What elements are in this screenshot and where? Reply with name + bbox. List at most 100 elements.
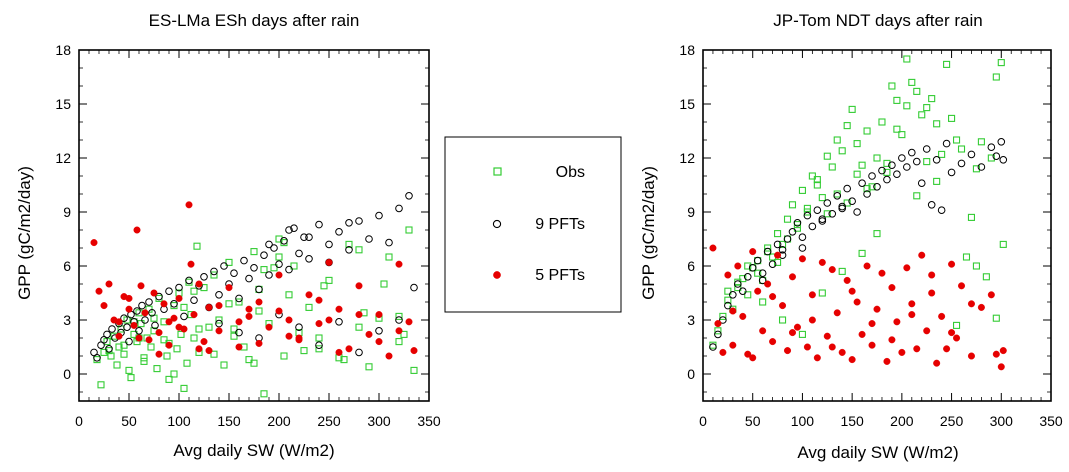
data-point-filled-circle	[863, 262, 871, 270]
legend: Obs 9 PFTs 5 PFTs	[444, 136, 622, 313]
data-point-square	[127, 374, 135, 382]
data-point-filled-circle	[195, 280, 203, 288]
axis-ticks: 0 50 100 150 200 250 300 350 0 3 6 9 12 15 18	[679, 42, 1062, 429]
data-point-open-circle	[365, 235, 373, 243]
data-point-filled-circle	[724, 271, 732, 279]
x-tick-label: 100	[167, 413, 191, 429]
data-point-filled-circle	[405, 318, 413, 326]
data-point-filled-circle	[125, 294, 133, 302]
data-point-open-circle	[123, 323, 131, 332]
data-point-filled-circle	[813, 354, 821, 362]
data-point-open-circle	[335, 228, 343, 236]
data-point-filled-circle	[315, 296, 323, 304]
data-point-open-circle	[997, 138, 1006, 146]
data-point-open-circle	[743, 273, 752, 281]
data-point-filled-circle	[967, 300, 975, 308]
data-point-open-circle	[335, 318, 343, 326]
data-point-open-circle	[255, 285, 263, 294]
x-axis-label: Avg daily SW (W/m2)	[797, 443, 958, 462]
data-point-open-circle	[719, 316, 727, 324]
data-point-open-circle	[355, 348, 363, 357]
data-point-square	[260, 390, 268, 398]
legend-label: 9 PFTs	[535, 216, 585, 233]
data-point-square	[952, 136, 961, 144]
data-point-square	[898, 131, 906, 139]
data-point-open-circle	[868, 172, 876, 180]
data-point-square	[893, 125, 901, 133]
data-point-filled-circle	[714, 320, 722, 328]
data-point-square	[93, 356, 101, 364]
data-point-square	[999, 240, 1007, 248]
data-point-open-circle	[753, 256, 762, 265]
data-point-filled-circle	[788, 329, 796, 337]
data-point-square	[798, 330, 806, 338]
data-point-open-circle	[888, 161, 896, 169]
data-point-square	[938, 150, 946, 158]
legend-entry-9pfts: 9 PFTs	[492, 216, 585, 233]
data-point-filled-circle	[335, 305, 343, 313]
data-point-square	[275, 235, 283, 243]
data-point-filled-circle	[255, 298, 263, 306]
data-point-open-circle	[758, 276, 767, 285]
data-point-open-circle	[235, 294, 243, 303]
data-point-square	[803, 204, 811, 212]
data-point-square	[230, 332, 238, 340]
data-point-filled-circle	[793, 323, 801, 331]
data-point-filled-circle	[235, 318, 243, 326]
data-point-filled-circle	[769, 293, 777, 301]
data-point-filled-circle	[997, 363, 1005, 371]
data-point-square	[210, 271, 218, 279]
data-point-filled-circle	[838, 348, 846, 356]
x-axis-label: Avg daily SW (W/m2)	[173, 441, 334, 460]
data-point-open-circle	[145, 298, 153, 306]
data-point-filled-circle	[315, 320, 323, 328]
y-tick-label: 9	[687, 204, 695, 220]
data-point-open-circle	[265, 271, 273, 279]
data-point-square	[147, 343, 155, 351]
x-tick-label: 300	[990, 413, 1014, 429]
data-point-square	[709, 341, 717, 349]
data-point-filled-circle	[275, 307, 283, 315]
data-point-filled-circle	[928, 271, 936, 279]
data-point-open-circle	[957, 159, 966, 168]
data-point-open-circle	[838, 202, 847, 211]
data-point-square	[957, 145, 966, 153]
data-point-square	[764, 244, 772, 252]
y-tick-label: 3	[63, 312, 71, 328]
data-point-open-circle	[285, 265, 293, 274]
data-point-square	[135, 309, 143, 317]
data-point-square	[405, 226, 413, 234]
x-tick-label: 250	[940, 413, 964, 429]
data-point-square	[823, 210, 831, 218]
data-point-filled-circle	[729, 307, 737, 315]
data-point-square	[140, 357, 148, 365]
data-point-filled-circle	[823, 332, 831, 340]
data-point-open-circle	[220, 262, 228, 270]
data-point-square	[290, 262, 298, 270]
data-point-filled-circle	[719, 348, 727, 356]
data-point-open-circle	[170, 300, 178, 308]
data-point-square	[165, 375, 173, 383]
data-point-filled-circle	[133, 226, 141, 234]
data-point-open-circle	[155, 292, 163, 301]
data-point-open-circle	[185, 276, 193, 285]
data-point-filled-circle	[285, 332, 293, 340]
y-axis-label: GPP (gC/m2/day)	[15, 166, 34, 300]
data-point-open-circle	[734, 280, 742, 288]
y-tick-label: 15	[679, 96, 695, 112]
data-point-open-circle	[788, 228, 797, 236]
data-point-open-circle	[783, 235, 792, 243]
data-point-square	[210, 350, 218, 358]
data-point-square	[838, 147, 846, 155]
data-point-open-circle	[345, 246, 353, 254]
data-point-square	[173, 345, 181, 353]
x-tick-label: 150	[840, 413, 864, 429]
data-point-square	[170, 370, 178, 378]
data-point-filled-circle	[967, 352, 975, 360]
legend-box	[444, 136, 622, 313]
data-point-square	[793, 224, 802, 232]
data-point-open-circle	[898, 154, 906, 162]
data-point-open-circle	[295, 249, 303, 258]
data-point-square	[190, 287, 198, 295]
